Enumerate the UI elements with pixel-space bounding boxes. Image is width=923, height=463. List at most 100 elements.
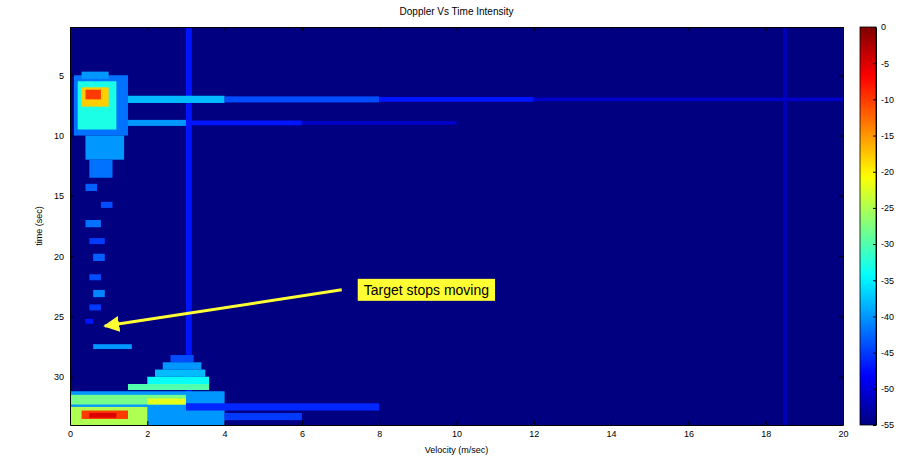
axis <box>71 27 844 31</box>
tick-mark <box>839 196 843 197</box>
heat-cell <box>128 96 225 103</box>
tick <box>688 27 689 31</box>
heat-cell <box>70 407 147 425</box>
tick-mark <box>766 421 767 425</box>
tick-mark <box>302 421 303 425</box>
tick-mark <box>70 75 74 76</box>
heat-cell <box>170 355 193 362</box>
tick-mark <box>225 421 226 425</box>
tick-mark <box>457 421 458 425</box>
annotation-text: Target stops moving <box>364 282 489 298</box>
tick-label: 25 <box>54 312 64 322</box>
y-axis-title: time (sec) <box>34 206 44 246</box>
tick-label: -10 <box>881 95 894 105</box>
tick-mark <box>379 421 380 425</box>
tick: -20 <box>873 167 894 177</box>
tick <box>147 27 148 31</box>
tick: 12 <box>529 421 539 439</box>
tick-label: -30 <box>881 239 894 249</box>
x-axis-title: Velocity (m/sec) <box>425 445 489 455</box>
tick-label: 16 <box>684 429 694 439</box>
tick-label: 8 <box>377 429 382 439</box>
tick-mark <box>873 389 876 390</box>
heat-cell <box>85 319 93 324</box>
tick: 25 <box>54 312 74 322</box>
tick-mark <box>839 136 843 137</box>
tick <box>611 27 612 31</box>
tick-label: -45 <box>881 348 894 358</box>
tick-mark <box>839 377 843 378</box>
tick-label: -15 <box>881 131 894 141</box>
tick-label: -50 <box>881 384 894 394</box>
axis-line <box>876 28 877 426</box>
heat-cell <box>147 398 186 404</box>
tick <box>839 377 843 378</box>
tick-mark <box>873 172 876 173</box>
chart: 0 2 4 6 8 10 12 14 16 18 205 10 15 20 25 30 Doppler Vs T… <box>0 0 923 463</box>
heat-cell <box>783 27 787 425</box>
tick: 6 <box>300 421 305 439</box>
tick: -5 <box>873 59 889 69</box>
tick-label: -5 <box>881 59 889 69</box>
tick: 14 <box>607 421 617 439</box>
tick: -50 <box>873 384 894 394</box>
tick-mark <box>534 421 535 425</box>
heat-cell <box>93 344 132 349</box>
heat-cell <box>186 403 379 410</box>
annotation-arrow <box>105 290 342 326</box>
tick <box>839 316 843 317</box>
heat-cell <box>225 96 380 102</box>
heat-cell <box>85 136 124 160</box>
heat-cell <box>534 98 843 102</box>
heat-cell <box>155 370 205 377</box>
tick: 30 <box>54 372 74 382</box>
tick: -45 <box>873 348 894 358</box>
tick-label: 2 <box>145 429 150 439</box>
tick-mark <box>873 136 876 137</box>
tick-mark <box>70 256 74 257</box>
tick-mark <box>688 421 689 425</box>
axis <box>839 28 844 426</box>
heat-cell <box>89 238 104 244</box>
tick-label: 4 <box>223 429 228 439</box>
annotation-box <box>358 279 495 301</box>
tick-mark <box>70 196 74 197</box>
tick-mark <box>147 421 148 425</box>
tick-mark <box>225 27 226 31</box>
tick <box>225 27 226 31</box>
heat-cell <box>78 81 117 129</box>
heat-cell <box>225 413 302 420</box>
tick <box>839 136 843 137</box>
tick-label: -20 <box>881 167 894 177</box>
heat-cell <box>128 384 209 390</box>
tick-mark <box>873 63 876 64</box>
axis: 5 10 15 20 25 30 <box>54 28 74 426</box>
tick <box>839 256 843 257</box>
tick: -35 <box>873 276 894 286</box>
heat-cell <box>89 274 101 280</box>
tick-mark <box>873 208 876 209</box>
tick-mark <box>611 421 612 425</box>
tick: 20 <box>54 252 74 262</box>
tick: 5 <box>59 71 74 81</box>
colorbar <box>860 27 876 425</box>
tick <box>839 75 843 76</box>
heat-cell <box>89 413 116 418</box>
tick: 18 <box>761 421 771 439</box>
tick-mark <box>688 27 689 31</box>
plot-background <box>70 27 843 425</box>
tick-mark <box>873 316 876 317</box>
tick-label: 12 <box>529 429 539 439</box>
chart-title: Doppler Vs Time Intensity <box>400 6 514 17</box>
tick: -30 <box>873 239 894 249</box>
tick-label: 14 <box>607 429 617 439</box>
tick-label: 0 <box>68 429 73 439</box>
heat-cell <box>82 72 109 79</box>
tick: 15 <box>54 191 74 201</box>
heat-cell <box>85 184 97 191</box>
tick-label: 10 <box>54 131 64 141</box>
heat-cell <box>82 411 128 419</box>
tick-mark <box>839 316 843 317</box>
tick-mark <box>873 353 876 354</box>
tick-label: -40 <box>881 312 894 322</box>
